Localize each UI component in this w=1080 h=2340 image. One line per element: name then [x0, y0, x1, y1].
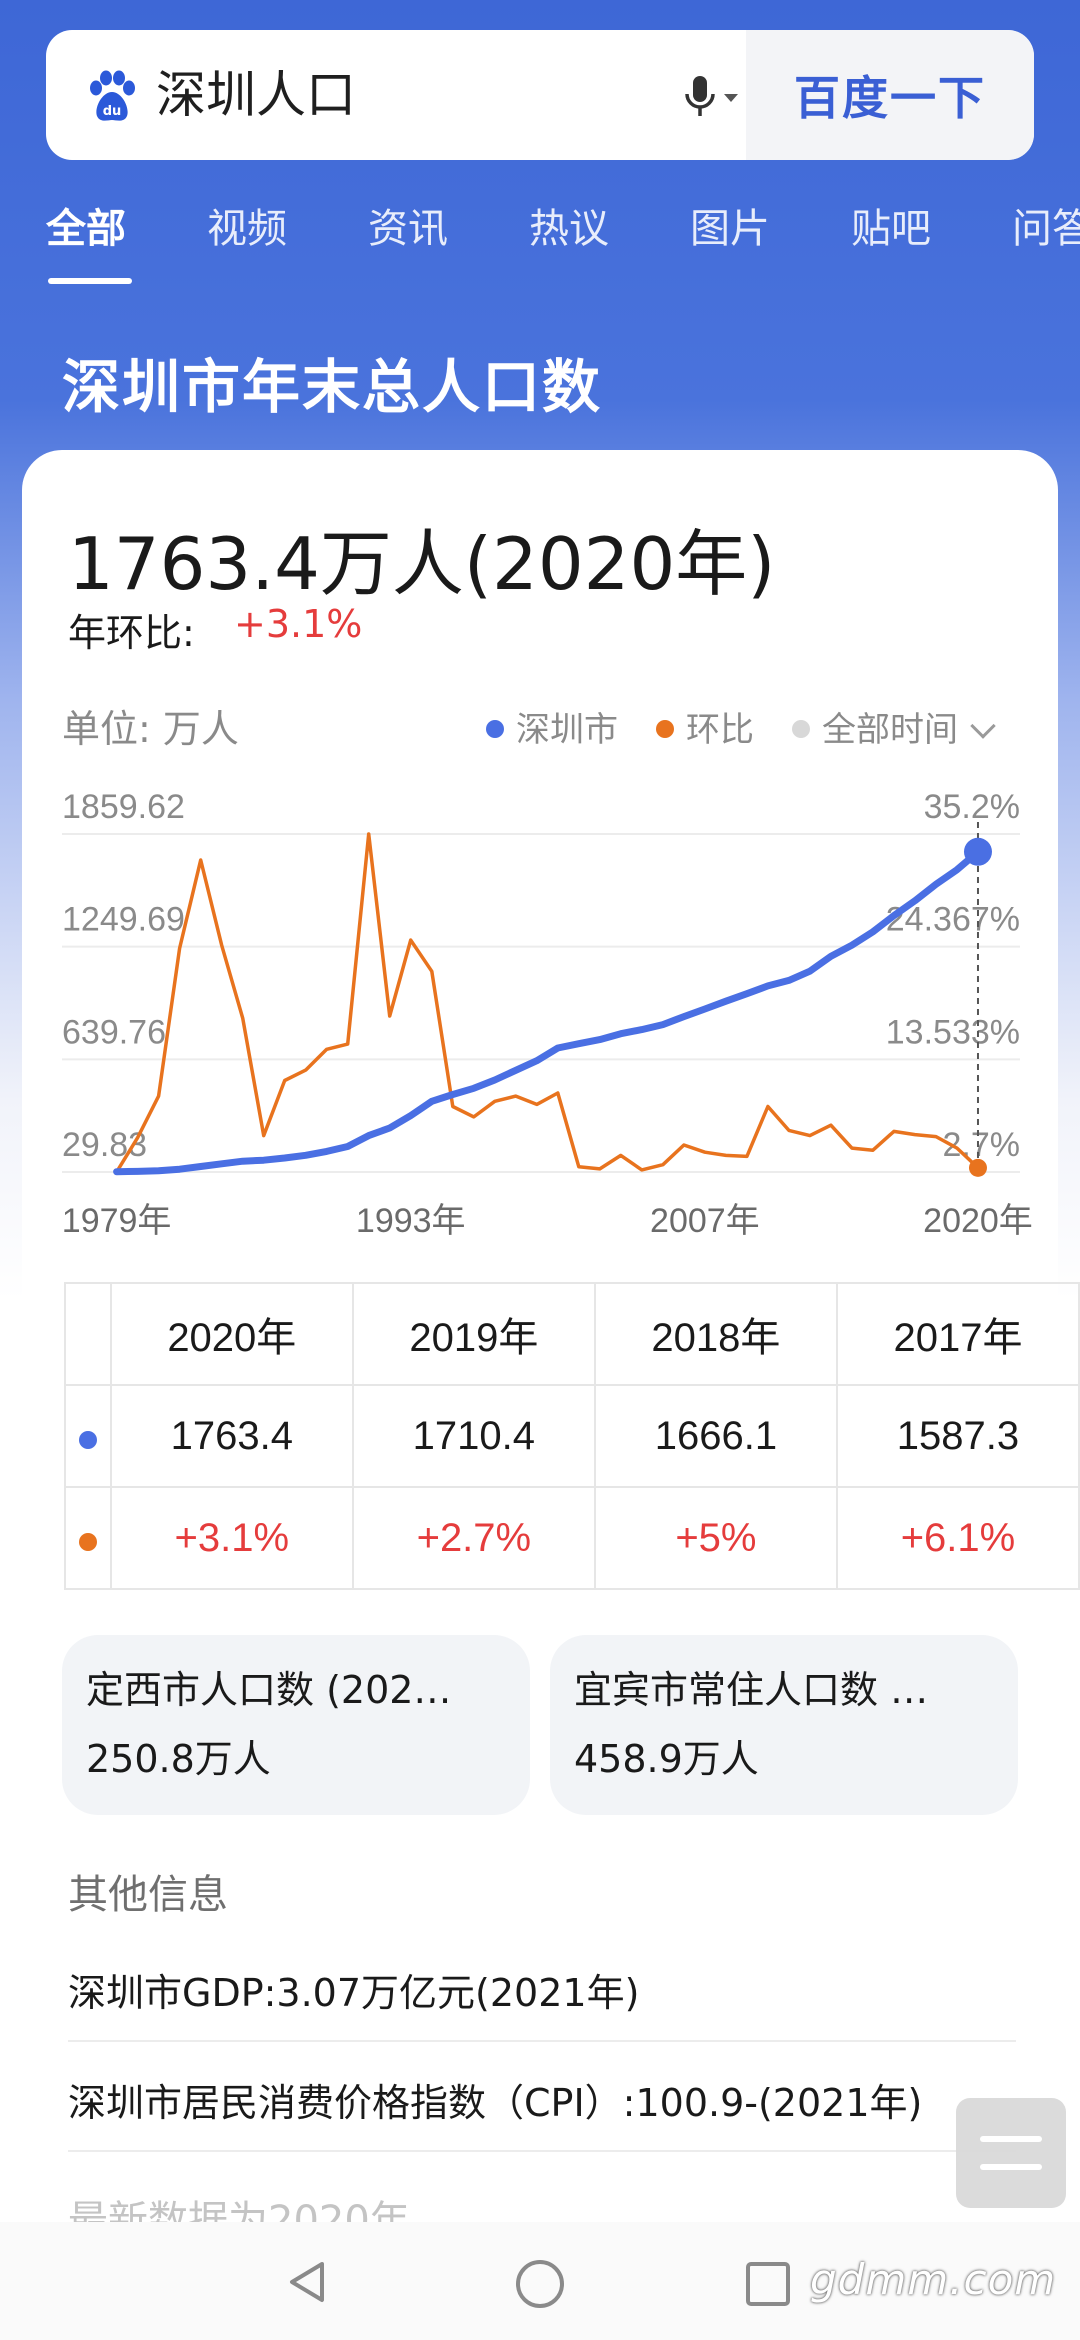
divider — [68, 2150, 1016, 2152]
table-header-cell: 2020年 — [109, 1282, 354, 1386]
tab-tieba[interactable]: 贴吧 — [851, 206, 931, 252]
recents-icon[interactable] — [744, 2260, 792, 2308]
yoy-value: +3.1% — [234, 602, 363, 646]
left-axis-tick: 639.76 — [62, 1013, 166, 1051]
right-axis-tick: 13.533% — [886, 1013, 1020, 1051]
tab-discussion[interactable]: 热议 — [529, 206, 609, 252]
menu-line — [980, 2136, 1042, 2142]
right-axis-tick: 35.2% — [924, 788, 1020, 826]
legend-dot-grey — [792, 719, 810, 738]
floating-menu-button[interactable] — [956, 2098, 1066, 2208]
table-row: 1763.4 1710.4 1666.1 1587.3 — [64, 1384, 1080, 1488]
search-button[interactable]: 百度一下 — [746, 30, 1034, 160]
time-range-dropdown[interactable]: 全部时间 — [792, 702, 996, 751]
watermark: gdmm.com — [810, 2255, 1057, 2304]
table-cell: +6.1% — [835, 1486, 1080, 1590]
headline-value: 1763.4万人(2020年) — [68, 522, 776, 606]
card-title: 深圳市年末总人口数 — [62, 353, 603, 421]
tab-images[interactable]: 图片 — [690, 206, 770, 252]
table-cell: 1763.4 — [109, 1384, 354, 1488]
related-card-dingxi[interactable]: 定西市人口数 (202… 250.8万人 — [62, 1635, 530, 1815]
unit-label: 单位: 万人 — [62, 707, 239, 751]
table-cell: +2.7% — [351, 1486, 596, 1590]
legend-label-change: 环比 — [686, 710, 754, 750]
tab-news[interactable]: 资讯 — [368, 206, 448, 252]
home-icon[interactable] — [514, 2258, 566, 2310]
legend-shenzhen[interactable]: 深圳市 — [486, 702, 618, 751]
table-header-cell: 2019年 — [351, 1282, 596, 1386]
active-tab-indicator — [48, 278, 132, 284]
related-card-yibin[interactable]: 宜宾市常住人口数 … 458.9万人 — [550, 1635, 1018, 1815]
back-icon[interactable] — [284, 2258, 332, 2306]
related-card-title: 宜宾市常住人口数 … — [574, 1668, 929, 1712]
tab-bar: 全部 视频 资讯 热议 图片 贴吧 问答 — [0, 196, 1080, 286]
table-cell: +3.1% — [109, 1486, 354, 1590]
blue-dot-icon — [78, 1430, 97, 1449]
legend-label-shenzhen: 深圳市 — [516, 710, 618, 750]
menu-line — [980, 2164, 1042, 2170]
related-card-value: 458.9万人 — [574, 1737, 759, 1781]
tab-all[interactable]: 全部 — [46, 206, 126, 252]
divider — [68, 2040, 1016, 2042]
series-line-shenzhen — [113, 848, 982, 1176]
baidu-paw-icon: du — [90, 70, 135, 121]
related-card-value: 250.8万人 — [86, 1737, 271, 1781]
population-chart[interactable]: 1859.621249.69639.7629.8335.2%24.367%13.… — [0, 770, 1080, 1250]
info-row-cpi[interactable]: 深圳市居民消费价格指数（CPI）:100.9-(2021年) — [68, 2081, 923, 2125]
table-cell: 1587.3 — [835, 1384, 1080, 1488]
search-input[interactable]: 深圳人口 — [156, 66, 356, 124]
left-axis-tick: 1859.62 — [62, 788, 185, 826]
table-cell: +5% — [593, 1486, 838, 1590]
legend-change[interactable]: 环比 — [656, 702, 754, 751]
series-point-change-2020 — [968, 1158, 987, 1177]
related-card-title: 定西市人口数 (202… — [86, 1668, 452, 1712]
x-axis-tick: 2020年 — [923, 1202, 1033, 1240]
legend-dot-orange — [656, 719, 674, 738]
x-axis-tick: 1993年 — [356, 1202, 466, 1240]
table-header-row: 2020年 2019年 2018年 2017年 — [64, 1282, 1080, 1386]
table-cell: 1666.1 — [593, 1384, 838, 1488]
other-info-title: 其他信息 — [68, 1872, 228, 1918]
left-axis-tick: 1249.69 — [62, 901, 185, 939]
tab-video[interactable]: 视频 — [207, 206, 287, 252]
tab-qa[interactable]: 问答 — [1012, 206, 1080, 252]
table-cell: 1710.4 — [351, 1384, 596, 1488]
right-axis-tick: 2.7% — [943, 1126, 1021, 1164]
series-line-change — [115, 832, 980, 1173]
x-axis-tick: 2007年 — [650, 1202, 760, 1240]
series-point-shenzhen-2020 — [963, 837, 992, 866]
time-range-label: 全部时间 — [822, 710, 958, 750]
table-header-cell: 2017年 — [835, 1282, 1080, 1386]
chevron-down-icon — [970, 713, 996, 739]
yoy-label: 年环比: — [68, 611, 195, 655]
orange-dot-icon — [78, 1532, 97, 1551]
search-bar[interactable]: du 深圳人口 百度一下 — [46, 30, 1034, 160]
info-row-gdp[interactable]: 深圳市GDP:3.07万亿元(2021年) — [68, 1971, 640, 2015]
data-table: 2020年 2019年 2018年 2017年 1763.4 1710.4 16… — [64, 1282, 1080, 1590]
table-row: +3.1% +2.7% +5% +6.1% — [64, 1486, 1080, 1590]
x-axis-tick: 1979年 — [62, 1202, 172, 1240]
legend-dot-blue — [486, 719, 504, 738]
microphone-icon[interactable] — [676, 70, 756, 126]
svg-text:du: du — [103, 104, 122, 119]
table-header-cell: 2018年 — [593, 1282, 838, 1386]
system-nav-bar — [0, 2222, 1080, 2340]
